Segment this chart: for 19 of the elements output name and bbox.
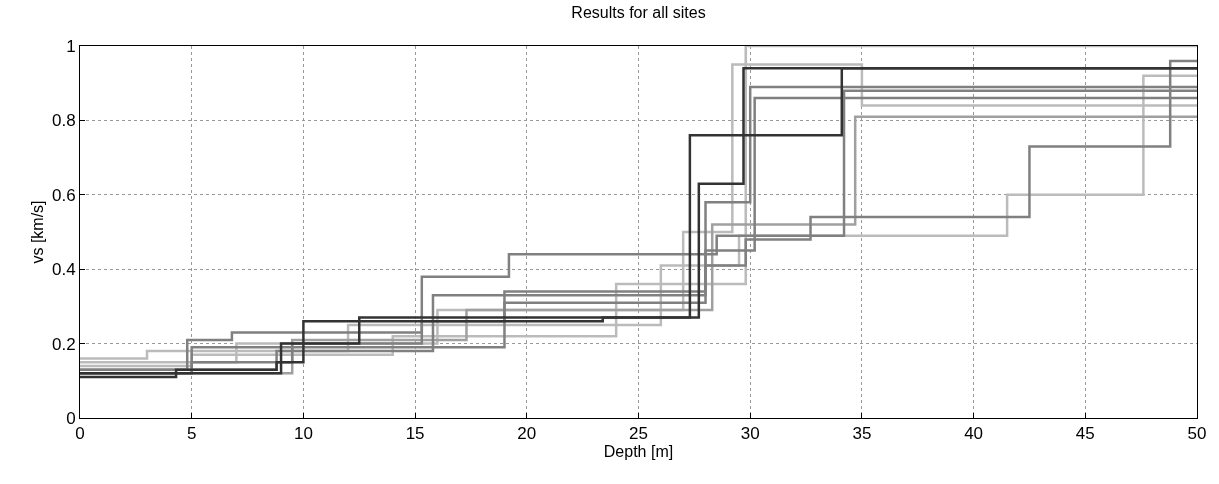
- chart-title: Results for all sites: [571, 4, 706, 22]
- x-tick-label: 20: [517, 424, 537, 444]
- x-tick-label: 5: [186, 424, 197, 444]
- x-axis-title: Depth [m]: [603, 443, 674, 461]
- y-tick-label: 1: [66, 36, 76, 56]
- x-tick-label: 30: [740, 424, 760, 444]
- x-tick-label: 40: [964, 424, 984, 444]
- y-tick-label: 0.8: [51, 111, 76, 131]
- y-tick-label: 0: [66, 408, 76, 428]
- x-tick-label: 25: [629, 424, 648, 444]
- y-tick-label: 0.2: [51, 334, 76, 354]
- y-tick-label: 0.6: [51, 185, 76, 205]
- x-tick-label: 45: [1075, 424, 1095, 444]
- y-axis-title: vs [km/s]: [28, 200, 46, 264]
- x-tick-label: 50: [1187, 424, 1207, 444]
- x-tick-label: 15: [405, 424, 425, 444]
- y-tick-label: 0.4: [51, 260, 76, 280]
- x-tick-label: 10: [293, 424, 313, 444]
- x-tick-label: 35: [852, 424, 872, 444]
